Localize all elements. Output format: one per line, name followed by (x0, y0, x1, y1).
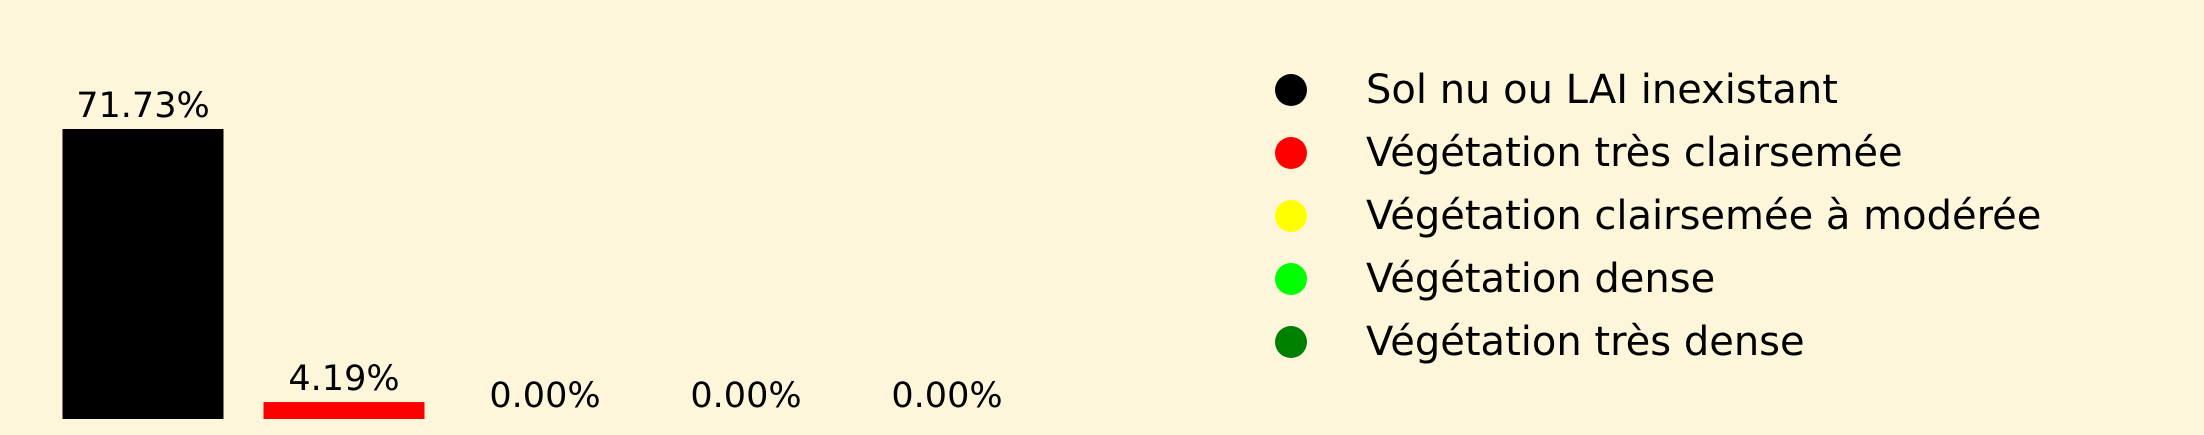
legend-marker-1 (1275, 74, 1307, 106)
legend-label-3: Végétation clairsemée à modérée (1366, 193, 2041, 239)
legend-marker-4 (1275, 263, 1307, 295)
value-label-4: 0.00% (690, 376, 801, 416)
legend: Sol nu ou LAI inexistant Végétation très … (1275, 67, 2041, 365)
legend-marker-3 (1275, 200, 1307, 232)
value-label-1: 71.73% (76, 86, 209, 126)
legend-label-1: Sol nu ou LAI inexistant (1366, 67, 1838, 113)
bar-2 (263, 402, 425, 419)
value-label-5: 0.00% (891, 376, 1002, 416)
legend-marker-2 (1275, 137, 1307, 169)
legend-label-4: Végétation dense (1366, 256, 1715, 302)
value-label-2: 4.19% (288, 359, 399, 399)
bars-layer (62, 129, 425, 419)
legend-label-2: Végétation très clairsemée (1366, 130, 1903, 176)
value-labels-layer: 71.73% 4.19% 0.00% 0.00% 0.00% (76, 86, 1002, 416)
legend-label-5: Végétation très dense (1366, 319, 1805, 365)
value-label-3: 0.00% (489, 376, 600, 416)
legend-marker-5 (1275, 326, 1307, 358)
bar-1 (62, 129, 224, 419)
